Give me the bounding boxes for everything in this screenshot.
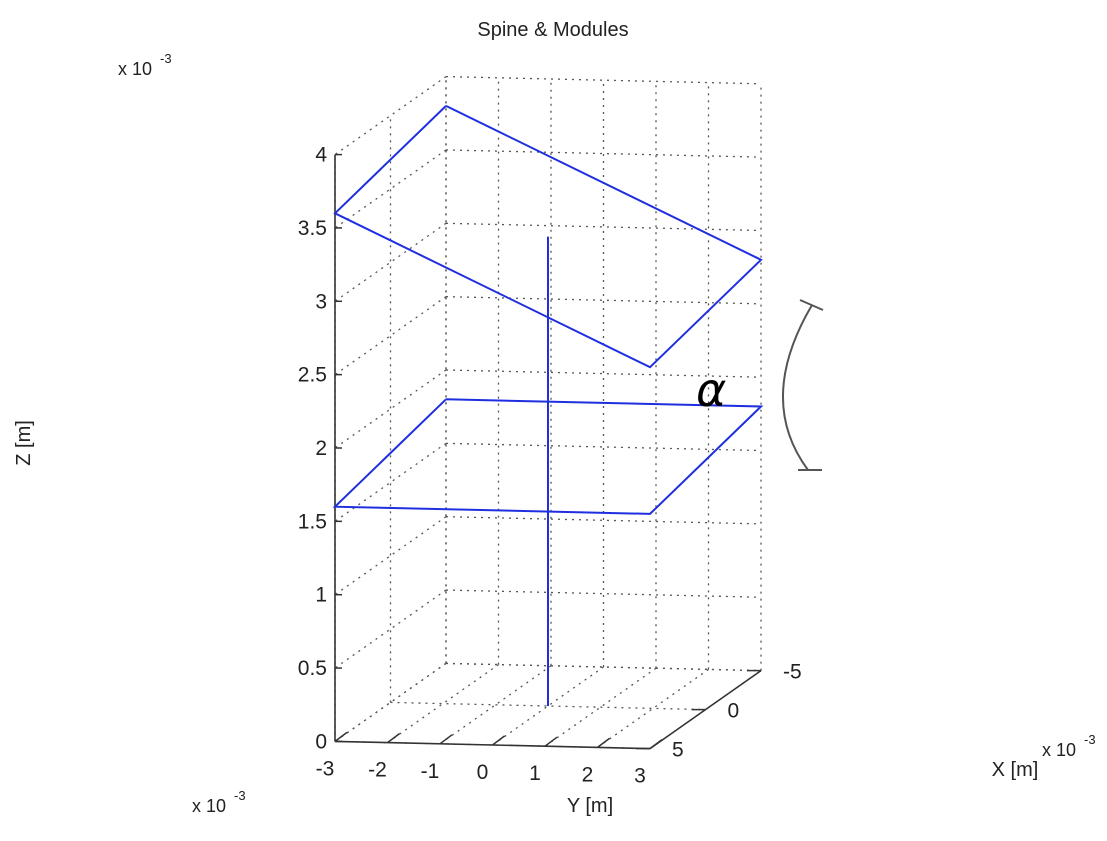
- angle-annotation: α: [696, 300, 823, 470]
- grid-line: [598, 669, 709, 747]
- z-tick-label: 3: [315, 290, 327, 313]
- svg-text:-3: -3: [1084, 732, 1096, 747]
- y-tick-mark: [598, 738, 610, 747]
- z-axis-title: Z [m]: [13, 420, 35, 466]
- grid-line: [446, 150, 761, 157]
- x-exponent: x 10 -3: [1042, 732, 1096, 760]
- x-axis-title: X [m]: [992, 759, 1039, 781]
- y-tick-label: -1: [421, 760, 440, 783]
- grid-line: [335, 223, 446, 301]
- angle-label: α: [696, 363, 726, 417]
- grid-line: [335, 297, 446, 375]
- grid-line: [446, 517, 761, 524]
- y-tick-mark: [545, 737, 557, 746]
- y-tick-label: 2: [582, 763, 594, 786]
- grid-line: [446, 77, 761, 84]
- y-tick-label: 3: [634, 765, 646, 788]
- z-tick-label: 0.5: [298, 657, 327, 680]
- z-exponent: x 10 -3: [118, 51, 172, 79]
- y-tick-label: -3: [316, 757, 335, 780]
- y-tick-mark: [650, 740, 662, 749]
- y-tick-mark: [335, 732, 347, 741]
- y-tick-label: 1: [529, 762, 541, 785]
- z-tick-label: 1.5: [298, 510, 327, 533]
- svg-text:-3: -3: [234, 788, 246, 803]
- svg-text:x 10: x 10: [192, 796, 226, 816]
- x-tick-label: -5: [783, 661, 802, 684]
- z-tick-label: 2.5: [298, 364, 327, 387]
- svg-text:x 10: x 10: [1042, 740, 1076, 760]
- svg-text:x 10: x 10: [118, 59, 152, 79]
- z-tick-label: 0: [315, 730, 327, 753]
- y-tick-label: 0: [477, 761, 489, 784]
- y-tick-mark: [440, 735, 452, 744]
- y-tick-mark: [493, 736, 505, 745]
- y-exponent: x 10 -3: [192, 788, 246, 816]
- grid-line: [388, 665, 499, 743]
- z-tick-label: 3.5: [298, 217, 327, 240]
- x-tick-label: 5: [672, 739, 684, 762]
- grid-line: [335, 590, 446, 668]
- svg-text:-3: -3: [160, 51, 172, 66]
- grid-line: [335, 77, 446, 155]
- z-tick-label: 4: [315, 144, 327, 167]
- z-tick-label: 2: [315, 437, 327, 460]
- angle-arc: [783, 305, 812, 470]
- z-tick-label: 1: [315, 584, 327, 607]
- x-tick-label: 0: [728, 700, 740, 723]
- y-axis-title: Y [m]: [567, 795, 613, 817]
- chart-title: Spine & Modules: [477, 19, 628, 41]
- angle-arc-cap-top: [800, 300, 823, 310]
- tick-labels: 0 0.5 1 1.5 2 2.5 3 3.5 4 -3 -2 -1 0 1 2 3 -5 0 5: [298, 144, 802, 788]
- y-tick-label: -2: [368, 759, 387, 782]
- y-tick-mark: [388, 734, 400, 743]
